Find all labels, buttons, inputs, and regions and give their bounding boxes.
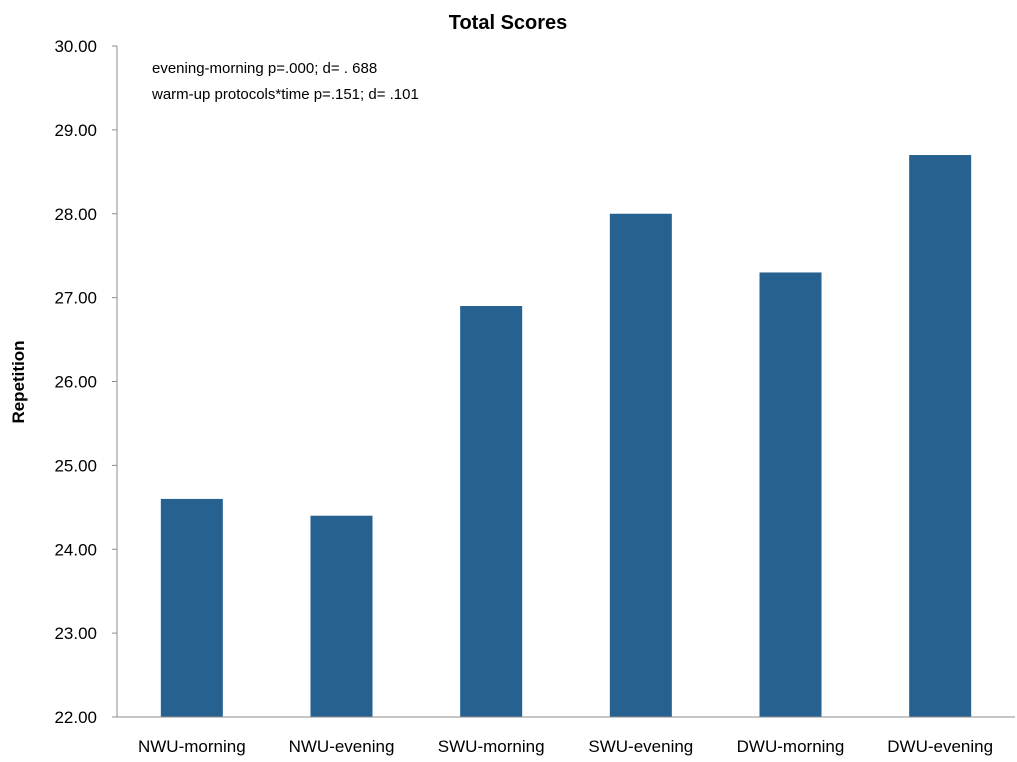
bars	[160, 155, 972, 718]
x-tick-label: NWU-evening	[289, 737, 395, 756]
y-tick-label: 25.00	[54, 456, 97, 475]
bar-nwu-morning	[160, 498, 223, 717]
x-axis-ticks: NWU-morning NWU-evening SWU-morning SWU-eve…	[138, 737, 993, 756]
bar-dwu-morning	[759, 272, 822, 717]
chart-title: Total Scores	[449, 12, 568, 34]
y-tick-label: 30.00	[54, 37, 97, 56]
y-tick-label: 23.00	[54, 624, 97, 643]
y-tick-label: 29.00	[54, 121, 97, 140]
y-axis-ticks: 22.00 23.00 24.00 25.00 26.00 27.00 28.00 29.00…	[54, 37, 117, 727]
x-tick-label: SWU-morning	[438, 737, 545, 756]
annotation-1: evening-morning p=.000; d= . 688	[152, 60, 377, 77]
bar-swu-morning	[460, 306, 523, 717]
bar-nwu-evening	[310, 515, 373, 717]
x-tick-label: SWU-evening	[588, 737, 693, 756]
y-tick-label: 27.00	[54, 289, 97, 308]
annotation-2: warm-up protocols*time p=.151; d= .101	[151, 86, 419, 103]
y-axis-label: Repetition	[9, 340, 28, 423]
y-tick-label: 26.00	[54, 373, 97, 392]
x-tick-label: NWU-morning	[138, 737, 246, 756]
y-tick-label: 28.00	[54, 205, 97, 224]
y-tick-label: 22.00	[54, 708, 97, 727]
y-tick-label: 24.00	[54, 540, 97, 559]
bar-swu-evening	[609, 213, 672, 717]
bar-dwu-evening	[909, 155, 972, 718]
x-tick-label: DWU-evening	[887, 737, 993, 756]
x-tick-label: DWU-morning	[737, 737, 845, 756]
